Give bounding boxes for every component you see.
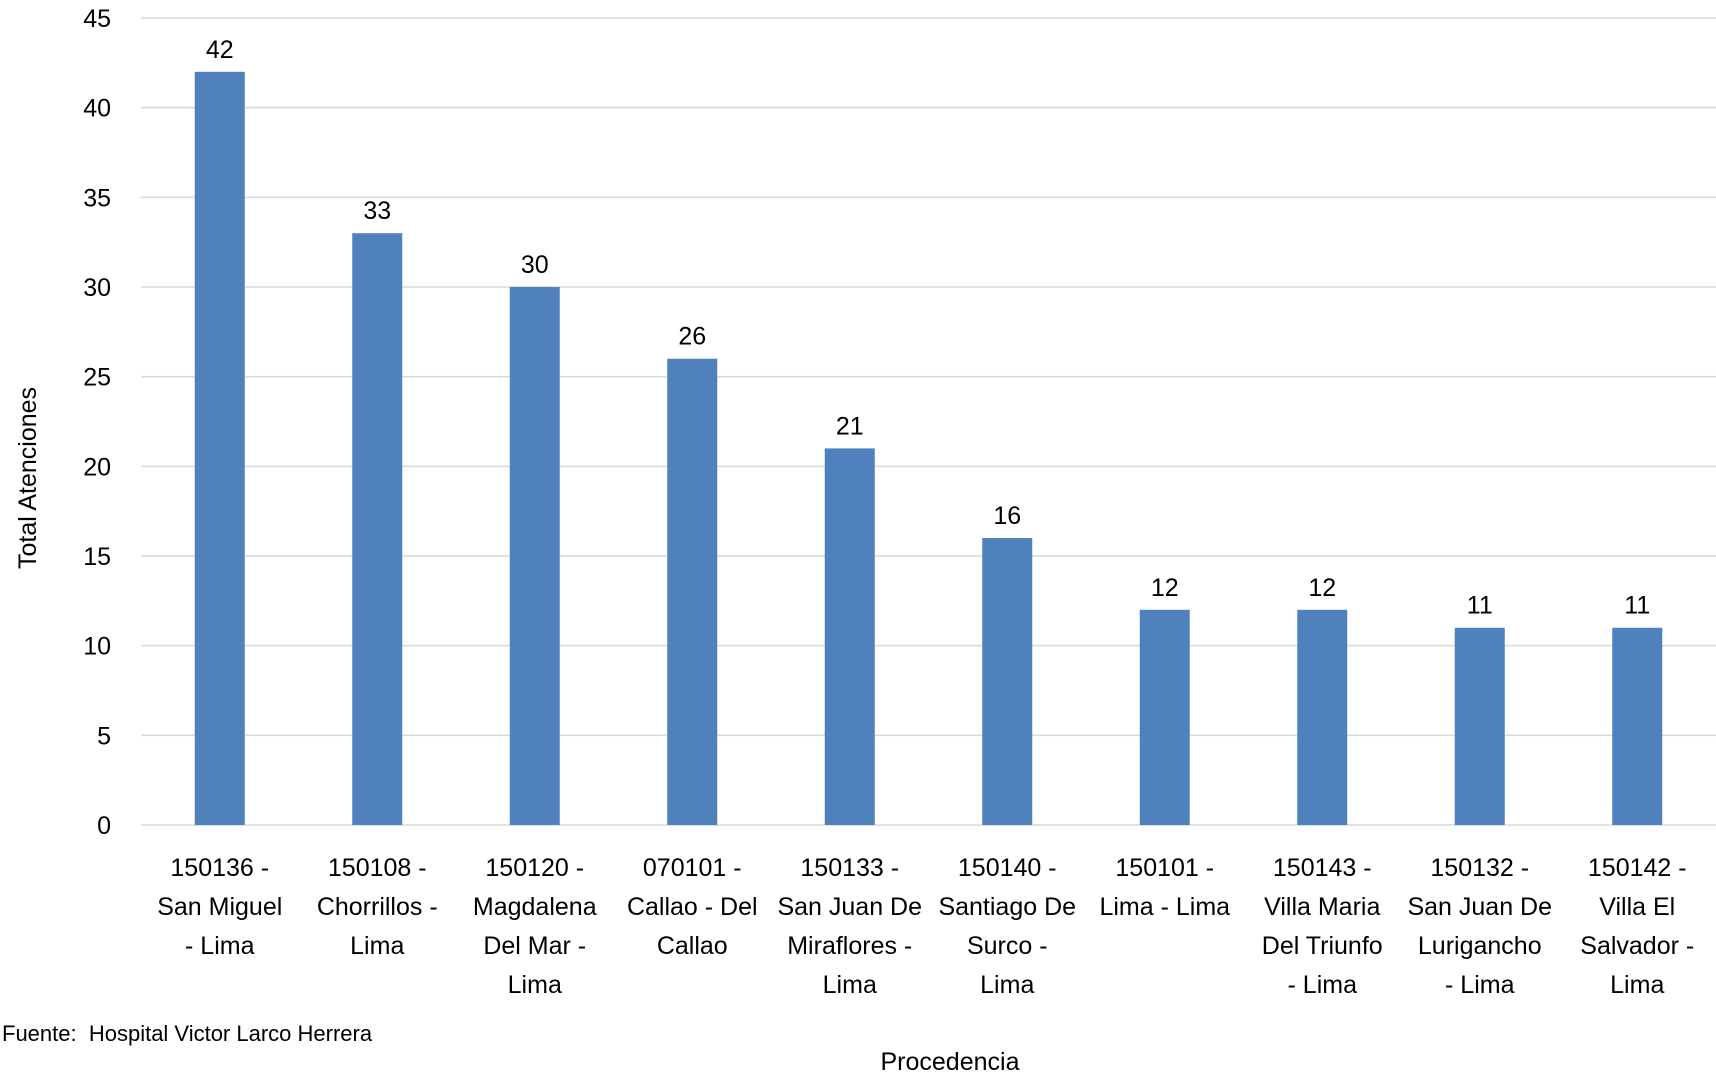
y-tick-label: 40 <box>83 95 111 123</box>
x-category-label-line: Villa Maria <box>1264 893 1380 921</box>
y-tick-label: 35 <box>83 184 111 212</box>
x-category-label-line: 150132 - <box>1430 854 1529 882</box>
y-tick-label: 10 <box>83 633 111 661</box>
x-category-label-line: 070101 - <box>643 854 742 882</box>
x-category-label-line: - Lima <box>1445 971 1515 999</box>
y-tick-label: 15 <box>83 543 111 571</box>
x-category-label-line: 150108 - <box>328 854 427 882</box>
x-category-label: 150120 - Magdalena Del Mar - Lima <box>473 854 597 999</box>
data-labels: 42 33 30 26 21 16 12 12 11 11 <box>206 36 1650 620</box>
x-category-label-line: Lima <box>823 971 877 999</box>
bar <box>824 448 875 825</box>
x-category-label-line: 150101 - <box>1115 854 1214 882</box>
bar <box>1297 609 1348 825</box>
x-category-label: 150136 - San Miguel - Lima <box>157 854 282 960</box>
x-category-label: 150143 - Villa Maria Del Triunfo - Lima <box>1262 854 1383 999</box>
y-tick-label: 30 <box>83 274 111 302</box>
x-category-label-line: San Juan De <box>1407 893 1552 921</box>
x-category-label-line: Lima - Lima <box>1099 893 1230 921</box>
x-category-label-line: Santiago De <box>938 893 1076 921</box>
source-note: Fuente: Hospital Victor Larco Herrera <box>2 1021 373 1046</box>
y-tick-label: 0 <box>97 812 111 840</box>
y-axis-ticks: 0 5 10 15 20 25 30 35 40 45 <box>83 5 111 840</box>
bar <box>982 538 1033 825</box>
x-category-label-line: Magdalena <box>473 893 597 921</box>
x-axis-categories: 150136 - San Miguel - Lima 150108 - Chorrill… <box>157 854 1694 999</box>
x-category-label-line: Callao <box>657 932 728 960</box>
x-category-label-line: Miraflores - <box>787 932 912 960</box>
x-category-label-line: 150136 - <box>170 854 269 882</box>
x-category-label-line: 150140 - <box>958 854 1057 882</box>
bar <box>1454 627 1505 825</box>
x-category-label-line: 150143 - <box>1273 854 1372 882</box>
x-category-label: 150132 - San Juan De Lurigancho - Lima <box>1407 854 1552 999</box>
bar <box>667 358 718 825</box>
y-axis-title: Total Atenciones <box>14 387 42 569</box>
x-category-label-line: Chorrillos - <box>317 893 438 921</box>
data-label: 11 <box>1467 592 1493 620</box>
data-label: 21 <box>836 412 864 440</box>
x-axis-title: Procedencia <box>881 1048 1020 1076</box>
gridlines <box>141 17 1716 826</box>
x-category-label-line: 150120 - <box>485 854 584 882</box>
x-category-label-line: Lima <box>508 971 562 999</box>
data-label: 26 <box>678 323 706 351</box>
x-category-label-line: Del Mar - <box>483 932 586 960</box>
x-category-label-line: Salvador - <box>1580 932 1694 960</box>
y-tick-label: 45 <box>83 5 111 33</box>
data-label: 12 <box>1308 574 1336 602</box>
x-category-label-line: Lurigancho <box>1418 932 1542 960</box>
x-category-label-line: Callao - Del <box>627 893 758 921</box>
y-tick-label: 25 <box>83 364 111 392</box>
bar <box>194 71 245 826</box>
bars <box>194 71 1663 826</box>
x-category-label: 070101 - Callao - Del Callao <box>627 854 758 960</box>
x-category-label-line: Lima <box>1610 971 1664 999</box>
x-category-label-line: 150142 - <box>1588 854 1687 882</box>
bar <box>509 287 560 825</box>
x-category-label-line: Lima <box>350 932 404 960</box>
data-label: 30 <box>521 251 549 279</box>
data-label: 42 <box>206 36 234 64</box>
data-label: 12 <box>1151 574 1179 602</box>
x-category-label-line: San Juan De <box>777 893 922 921</box>
x-category-label: 150140 - Santiago De Surco - Lima <box>938 854 1076 999</box>
bar <box>1139 609 1190 825</box>
x-category-label: 150133 - San Juan De Miraflores - Lima <box>777 854 922 999</box>
y-tick-label: 20 <box>83 453 111 481</box>
x-category-label-line: - Lima <box>185 932 255 960</box>
x-category-label-line: 150133 - <box>800 854 899 882</box>
x-category-label-line: Villa El <box>1599 893 1675 921</box>
x-category-label-line: Surco - <box>967 932 1048 960</box>
bar <box>352 233 403 825</box>
bar <box>1612 627 1663 825</box>
x-category-label: 150108 - Chorrillos - Lima <box>317 854 438 960</box>
x-category-label-line: - Lima <box>1288 971 1358 999</box>
x-category-label-line: Del Triunfo <box>1262 932 1383 960</box>
x-category-label-line: Lima <box>980 971 1034 999</box>
data-label: 33 <box>363 197 391 225</box>
x-category-label-line: San Miguel <box>157 893 282 921</box>
x-category-label: 150101 - Lima - Lima <box>1099 854 1230 921</box>
data-label: 16 <box>993 502 1021 530</box>
data-label: 11 <box>1624 592 1650 620</box>
y-tick-label: 5 <box>97 722 111 750</box>
x-category-label: 150142 - Villa El Salvador - Lima <box>1580 854 1694 999</box>
